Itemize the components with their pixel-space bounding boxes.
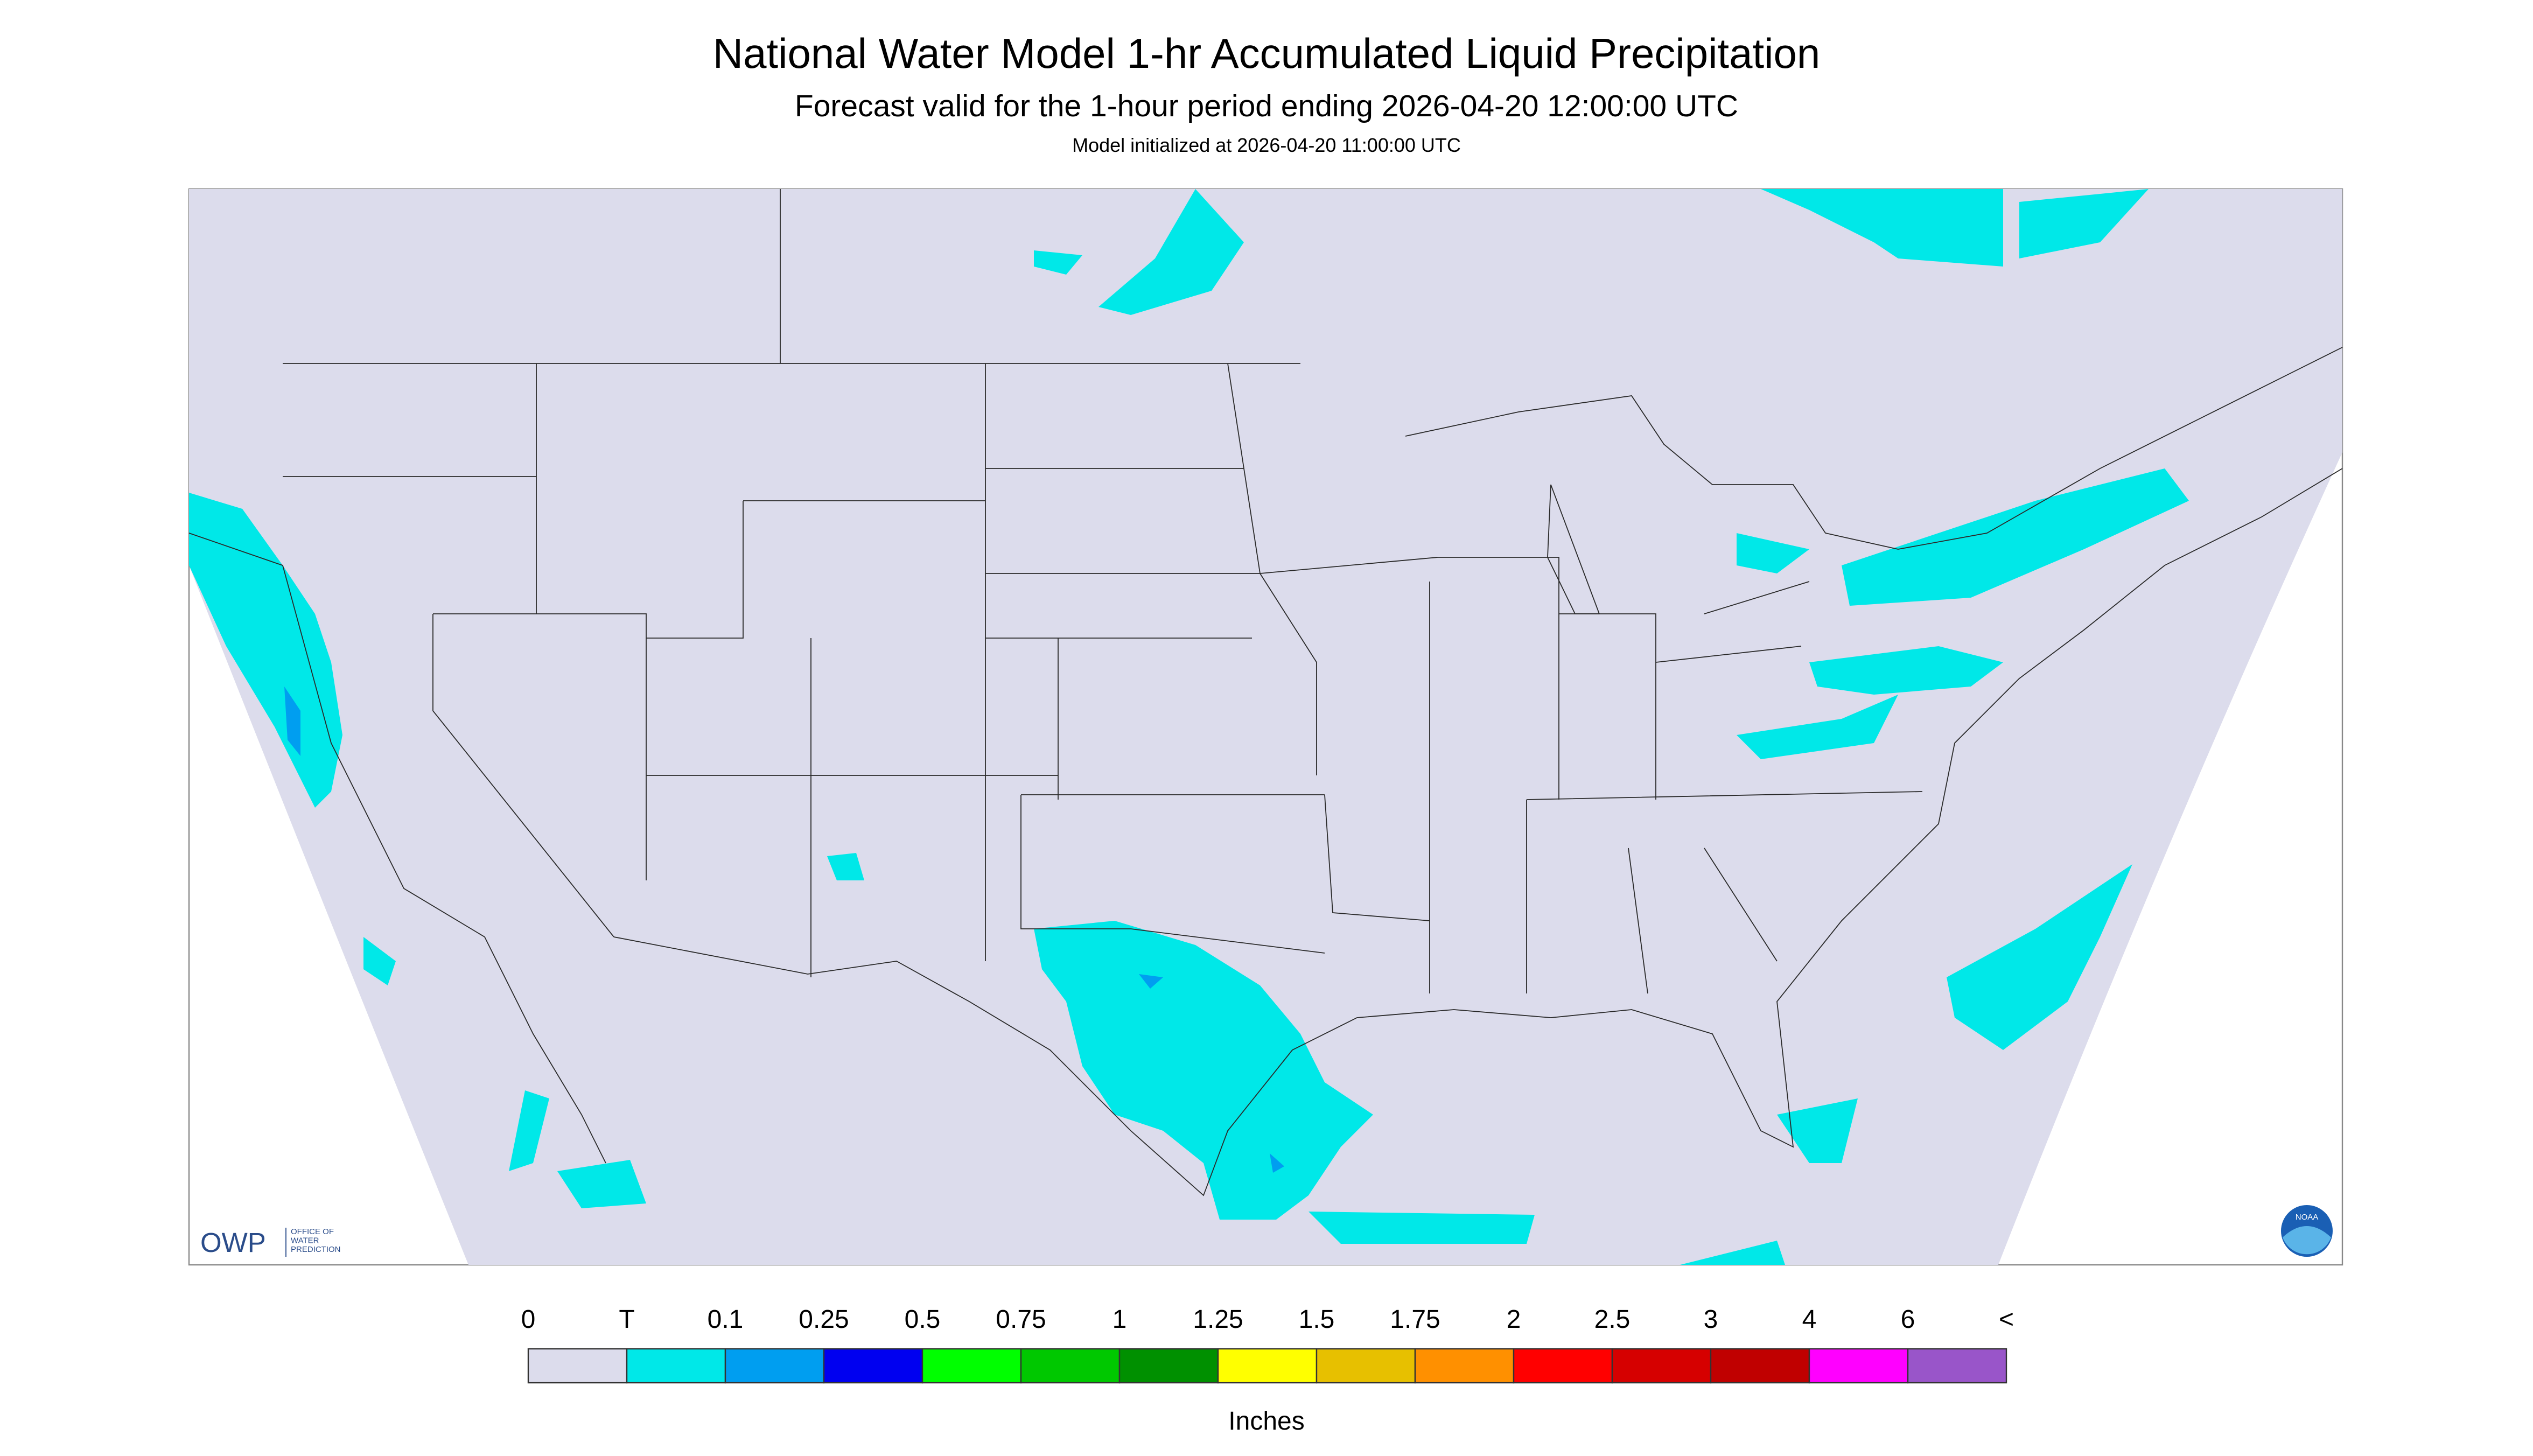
owp-mark: OWP: [200, 1227, 266, 1258]
legend-swatch: [527, 1348, 628, 1384]
legend-swatch: [724, 1348, 825, 1384]
legend-swatch: [823, 1348, 923, 1384]
legend-swatch: [626, 1348, 726, 1384]
legend-swatch: [1118, 1348, 1219, 1384]
boundaries: [188, 189, 2343, 1196]
legend-swatch: [1808, 1348, 1909, 1384]
legend-label: 0.75: [996, 1305, 1046, 1334]
legend-label: 2: [1507, 1305, 1521, 1334]
owp-text: WATER: [291, 1236, 319, 1245]
legend-swatch: [1020, 1348, 1121, 1384]
legend-label: 3: [1704, 1305, 1718, 1334]
init-time: Model initialized at 2026-04-20 11:00:00…: [1072, 134, 1461, 156]
legend-swatch: [1907, 1348, 2007, 1384]
legend-label: T: [619, 1305, 634, 1334]
legend-label: 0.5: [905, 1305, 941, 1334]
legend-label: 0: [521, 1305, 536, 1334]
legend-swatch: [1513, 1348, 1613, 1384]
legend-label: 1.5: [1299, 1305, 1335, 1334]
legend-label: 2.5: [1594, 1305, 1631, 1334]
legend-swatch: [921, 1348, 1022, 1384]
legend-label: <: [1999, 1305, 2014, 1334]
legend-label: 1: [1112, 1305, 1127, 1334]
legend-label: 0.1: [708, 1305, 744, 1334]
legend-label: 0.25: [799, 1305, 849, 1334]
owp-text: OFFICE OF: [291, 1227, 334, 1236]
legend-label: 1.75: [1390, 1305, 1440, 1334]
noaa-mark: NOAA: [2296, 1213, 2319, 1222]
precip-areas: [189, 189, 2189, 1265]
legend-label: 4: [1802, 1305, 1817, 1334]
domain: [189, 189, 2342, 1265]
legend-label: 1.25: [1193, 1305, 1243, 1334]
legend-label: 6: [1901, 1305, 1915, 1334]
legend-swatch: [1710, 1348, 1810, 1384]
legend-swatch: [1316, 1348, 1416, 1384]
title: National Water Model 1-hr Accumulated Li…: [713, 30, 1821, 77]
subtitle: Forecast valid for the 1-hour period end…: [795, 89, 1738, 123]
legend: 0 T 0.1 0.25 0.5 0.75 1 1.25 1.5 1.75 2 2.5 3 4 6 <: [521, 1305, 2014, 1384]
legend-swatch: [1611, 1348, 1712, 1384]
legend-swatch: [1217, 1348, 1318, 1384]
noaa-logo: NOAA: [2281, 1205, 2333, 1257]
legend-units: Inches: [1228, 1407, 1304, 1436]
owp-text: PREDICTION: [291, 1245, 341, 1254]
legend-swatch: [1414, 1348, 1515, 1384]
